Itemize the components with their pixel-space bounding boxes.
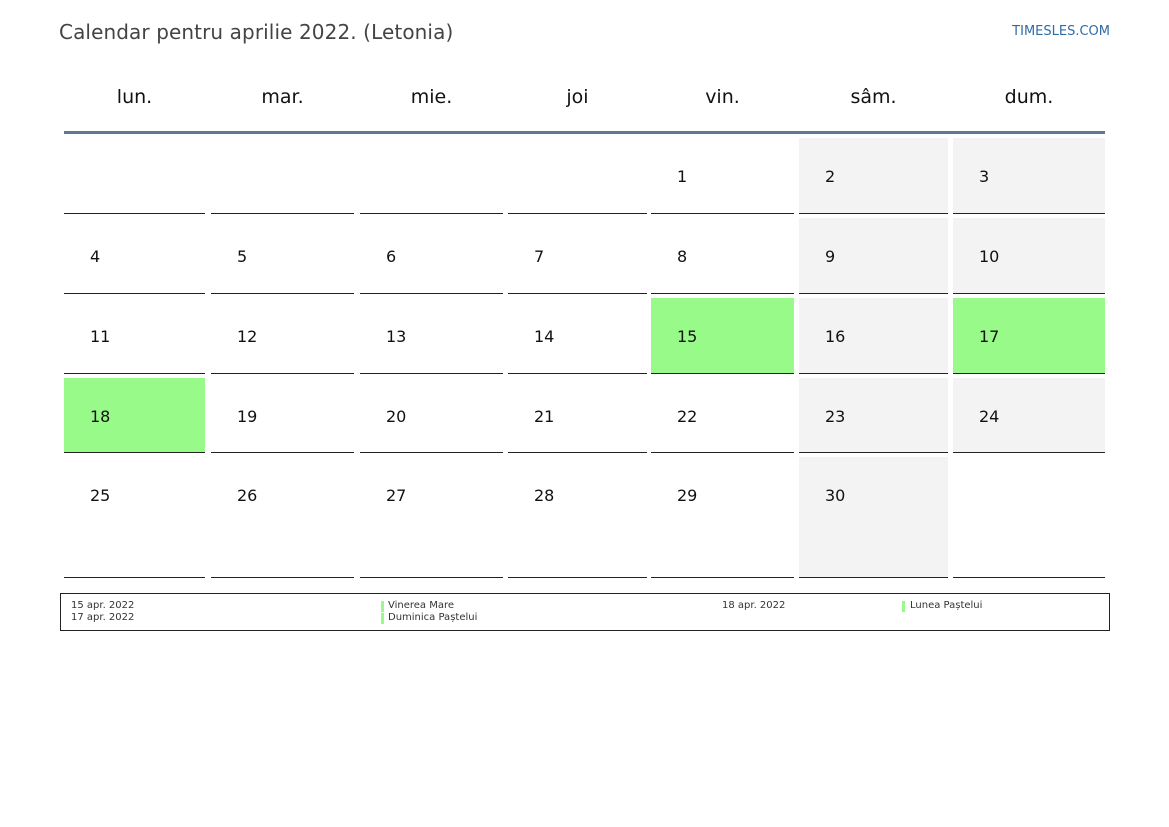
calendar-day-cell: 30	[799, 457, 948, 578]
day-header-friday: vin.	[705, 86, 740, 108]
legend-date: 17 apr. 2022	[71, 612, 135, 623]
header-divider	[64, 131, 1105, 134]
day-header-wednesday: mie.	[410, 86, 453, 108]
calendar-empty-cell	[953, 457, 1105, 578]
calendar-day-cell: 28	[508, 457, 647, 578]
legend-date: 18 apr. 2022	[722, 600, 786, 611]
day-number: 18	[90, 407, 111, 426]
calendar-day-cell: 19	[211, 378, 354, 453]
day-number: 14	[534, 327, 555, 346]
day-header-thursday: joi	[566, 86, 589, 108]
calendar-day-cell: 1	[651, 138, 794, 214]
day-number: 28	[534, 486, 555, 505]
day-header-monday: lun.	[116, 86, 153, 108]
calendar-day-cell: 7	[508, 218, 647, 294]
calendar-day-cell: 26	[211, 457, 354, 578]
holiday-legend: 15 apr. 2022 Vinerea Mare 17 apr. 2022 D…	[60, 593, 1110, 631]
calendar-day-cell: 27	[360, 457, 503, 578]
day-number: 30	[825, 486, 846, 505]
day-number: 6	[386, 247, 397, 266]
calendar-day-cell: 18	[64, 378, 205, 453]
calendar-day-cell: 9	[799, 218, 948, 294]
day-header-tuesday: mar.	[261, 86, 304, 108]
day-number: 21	[534, 407, 555, 426]
day-number: 27	[386, 486, 407, 505]
legend-holiday-name: Duminica Paștelui	[388, 612, 478, 623]
day-number: 24	[979, 407, 1000, 426]
calendar-day-cell: 24	[953, 378, 1105, 453]
day-number: 22	[677, 407, 698, 426]
calendar-day-cell: 8	[651, 218, 794, 294]
calendar-day-cell: 21	[508, 378, 647, 453]
calendar-day-cell: 14	[508, 298, 647, 374]
day-number: 19	[237, 407, 258, 426]
day-number: 29	[677, 486, 698, 505]
calendar-day-cell: 4	[64, 218, 205, 294]
calendar-day-cell: 10	[953, 218, 1105, 294]
day-number: 3	[979, 167, 990, 186]
day-number: 20	[386, 407, 407, 426]
calendar-empty-cell	[360, 138, 503, 214]
calendar-empty-cell	[211, 138, 354, 214]
holiday-color-swatch	[902, 601, 905, 612]
calendar-day-cell: 20	[360, 378, 503, 453]
day-header-saturday: sâm.	[850, 86, 897, 108]
calendar-day-cell: 3	[953, 138, 1105, 214]
day-number: 17	[979, 327, 1000, 346]
day-number: 23	[825, 407, 846, 426]
day-header-sunday: dum.	[1004, 86, 1054, 108]
legend-date: 15 apr. 2022	[71, 600, 135, 611]
calendar-day-cell: 29	[651, 457, 794, 578]
calendar-day-cell: 16	[799, 298, 948, 374]
calendar-empty-cell	[508, 138, 647, 214]
holiday-color-swatch	[381, 613, 384, 624]
day-number: 1	[677, 167, 688, 186]
calendar-day-cell: 13	[360, 298, 503, 374]
day-number: 11	[90, 327, 111, 346]
brand-link[interactable]: TIMESLES.COM	[1012, 24, 1110, 39]
calendar-day-cell: 12	[211, 298, 354, 374]
day-number: 15	[677, 327, 698, 346]
day-number: 25	[90, 486, 111, 505]
calendar-day-cell: 22	[651, 378, 794, 453]
legend-holiday-name: Lunea Paștelui	[910, 600, 983, 611]
calendar-day-cell: 2	[799, 138, 948, 214]
calendar-day-cell: 11	[64, 298, 205, 374]
day-number: 13	[386, 327, 407, 346]
day-number: 9	[825, 247, 836, 266]
day-number: 7	[534, 247, 545, 266]
legend-holiday-name: Vinerea Mare	[388, 600, 455, 611]
calendar-day-cell: 23	[799, 378, 948, 453]
day-number: 12	[237, 327, 258, 346]
day-number: 4	[90, 247, 101, 266]
day-number: 16	[825, 327, 846, 346]
calendar-day-cell: 15	[651, 298, 794, 374]
calendar-day-cell: 6	[360, 218, 503, 294]
day-number: 8	[677, 247, 688, 266]
calendar-day-cell: 25	[64, 457, 205, 578]
day-number: 2	[825, 167, 836, 186]
calendar-day-cell: 5	[211, 218, 354, 294]
page-title: Calendar pentru aprilie 2022. (Letonia)	[59, 20, 454, 44]
holiday-color-swatch	[381, 601, 384, 612]
day-number: 10	[979, 247, 1000, 266]
calendar-day-cell: 17	[953, 298, 1105, 374]
calendar-empty-cell	[64, 138, 205, 214]
day-number: 5	[237, 247, 248, 266]
day-number: 26	[237, 486, 258, 505]
